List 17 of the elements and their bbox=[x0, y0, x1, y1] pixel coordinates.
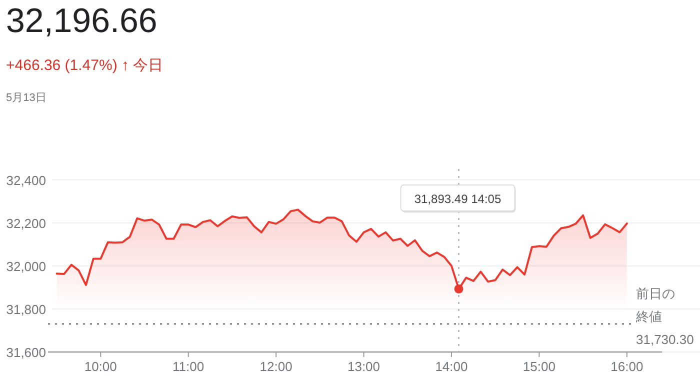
x-tick-label: 15:00 bbox=[522, 359, 556, 374]
chart-subtitle: +466.36 (1.47%) ↑ 今日 bbox=[6, 57, 164, 74]
chart-title: 32,196.66 bbox=[6, 2, 158, 40]
x-tick-label: 10:00 bbox=[84, 359, 117, 374]
y-tick-label: 32,000 bbox=[6, 258, 46, 274]
y-tick-label: 31,800 bbox=[6, 302, 46, 317]
x-tick-label: 13:00 bbox=[348, 359, 380, 374]
x-tick-label: 12:00 bbox=[260, 359, 292, 374]
x-tick-label: 14:00 bbox=[435, 359, 468, 374]
y-tick-label: 32,200 bbox=[6, 216, 46, 231]
annotation: 31,893.49 14:05 bbox=[414, 192, 502, 206]
y-tick-label: 31,600 bbox=[6, 345, 46, 360]
x-tick-label: 11:00 bbox=[172, 359, 204, 374]
x-tick-label: 16:00 bbox=[610, 359, 644, 374]
y-tick-label: 32,400 bbox=[6, 172, 46, 188]
ref-line-label: 前日の終値 31,730.30 bbox=[635, 286, 694, 347]
text: 5月13日 bbox=[6, 92, 46, 104]
